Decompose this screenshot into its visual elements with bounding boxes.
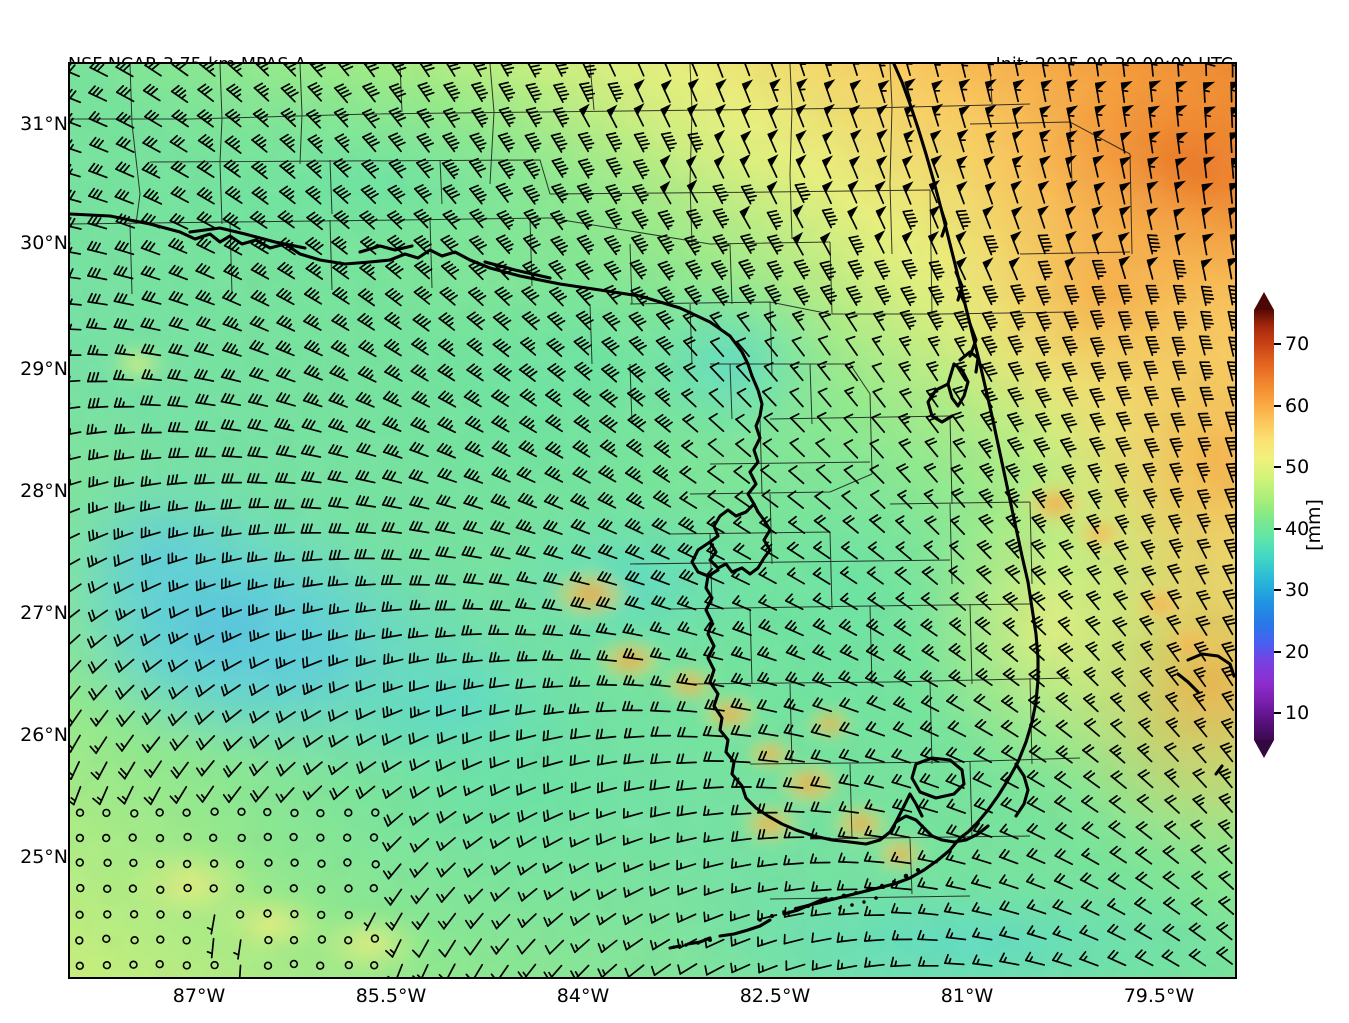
colorbar-gradient-bar bbox=[1254, 292, 1274, 758]
x-tick-855w: 85.5°W bbox=[355, 985, 427, 1007]
cb-label-70: 70 bbox=[1285, 333, 1310, 355]
cb-tick-mark-10 bbox=[1274, 712, 1281, 714]
wind-barbs bbox=[70, 64, 1235, 977]
cb-tick-mark-70 bbox=[1274, 343, 1281, 345]
cb-tick-mark-20 bbox=[1274, 651, 1281, 653]
cb-tick-mark-30 bbox=[1274, 589, 1281, 591]
map-boundaries-overlay bbox=[70, 64, 1235, 950]
y-tick-29n: 29°N bbox=[20, 358, 68, 380]
x-tick-84w: 84°W bbox=[556, 985, 610, 1007]
cb-tick-mark-60 bbox=[1274, 405, 1281, 407]
cb-label-20: 20 bbox=[1285, 641, 1310, 663]
cb-label-40: 40 bbox=[1285, 518, 1310, 540]
y-tick-30n: 30°N bbox=[20, 232, 68, 254]
cb-tick-mark-50 bbox=[1274, 466, 1281, 468]
x-tick-87w: 87°W bbox=[172, 985, 226, 1007]
cb-label-50: 50 bbox=[1285, 456, 1310, 478]
wind-barb-overlay bbox=[70, 64, 1235, 977]
coastline-paths bbox=[70, 64, 1235, 950]
cb-tick-mark-40 bbox=[1274, 528, 1281, 530]
cb-label-30: 30 bbox=[1285, 579, 1310, 601]
x-tick-825w: 82.5°W bbox=[739, 985, 811, 1007]
colorbar[interactable]: 70 60 50 40 30 20 10 bbox=[1254, 292, 1309, 758]
y-tick-27n: 27°N bbox=[20, 602, 68, 624]
x-tick-81w: 81°W bbox=[940, 985, 994, 1007]
map-plot-area[interactable] bbox=[68, 62, 1237, 979]
x-tick-795w: 79.5°W bbox=[1123, 985, 1195, 1007]
y-tick-26n: 26°N bbox=[20, 724, 68, 746]
cb-label-60: 60 bbox=[1285, 395, 1310, 417]
y-tick-25n: 25°N bbox=[20, 846, 68, 868]
cb-label-10: 10 bbox=[1285, 702, 1310, 724]
colorbar-units-label: [mm] bbox=[1303, 499, 1325, 551]
y-tick-28n: 28°N bbox=[20, 480, 68, 502]
y-tick-31n: 31°N bbox=[20, 113, 68, 135]
calm-wind-circles bbox=[75, 807, 380, 970]
